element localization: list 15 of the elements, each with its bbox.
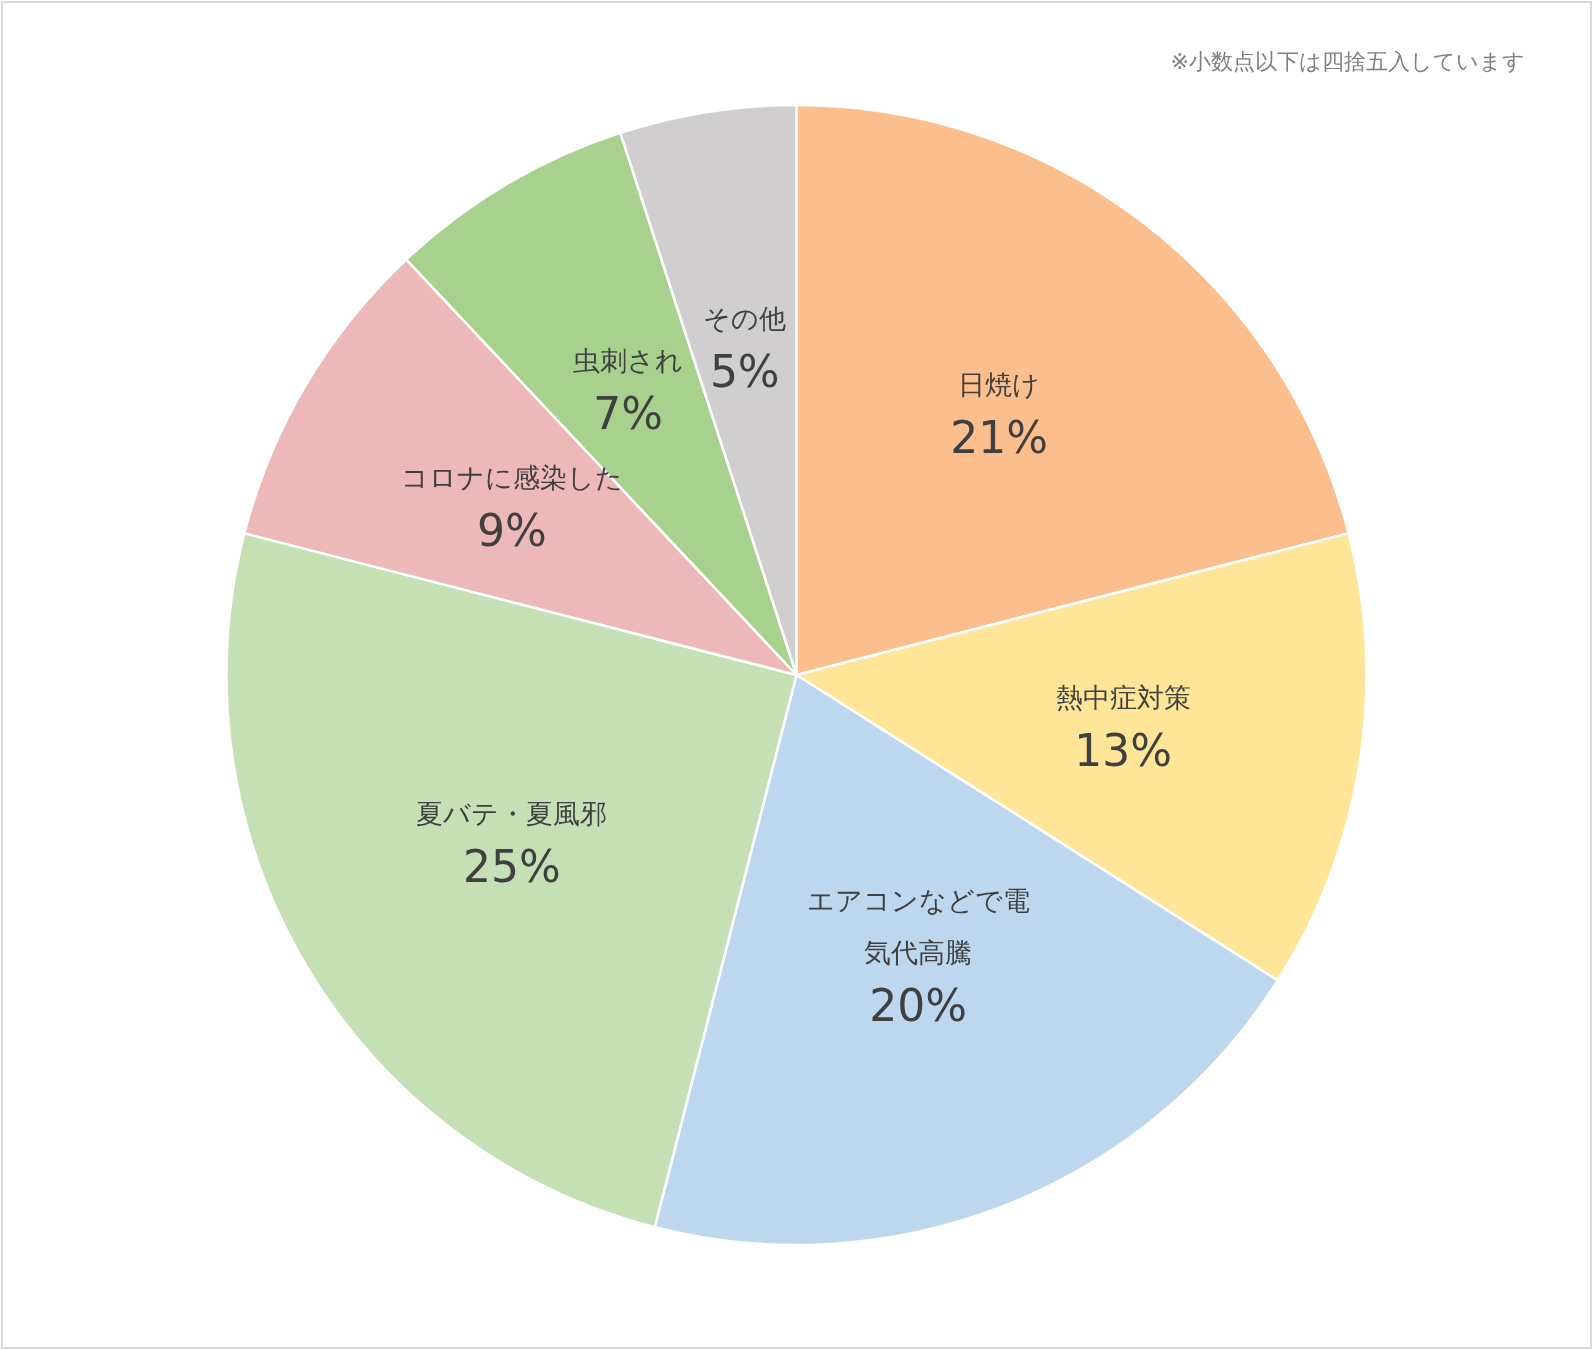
slice-label: 日焼け — [958, 368, 1041, 400]
data-label: 5% — [709, 346, 780, 398]
data-label: 21% — [950, 411, 1049, 463]
data-label: 9% — [477, 504, 547, 556]
slice-label: コロナに感染した — [400, 461, 623, 493]
slice-label: その他 — [703, 303, 787, 335]
data-label: 25% — [463, 841, 561, 893]
slice-label: 夏バテ・夏風邪 — [416, 798, 608, 830]
slice-label: 熱中症対策 — [1055, 681, 1191, 713]
data-label: 20% — [869, 980, 968, 1032]
text: ※小数点以下は四捨五入しています — [1170, 49, 1525, 74]
data-label: 13% — [1074, 724, 1172, 776]
slice-label: エアコンなどで電気代高騰 — [806, 885, 1030, 969]
slice-label: 虫刺され — [573, 345, 684, 377]
data-label: 7% — [593, 388, 664, 440]
